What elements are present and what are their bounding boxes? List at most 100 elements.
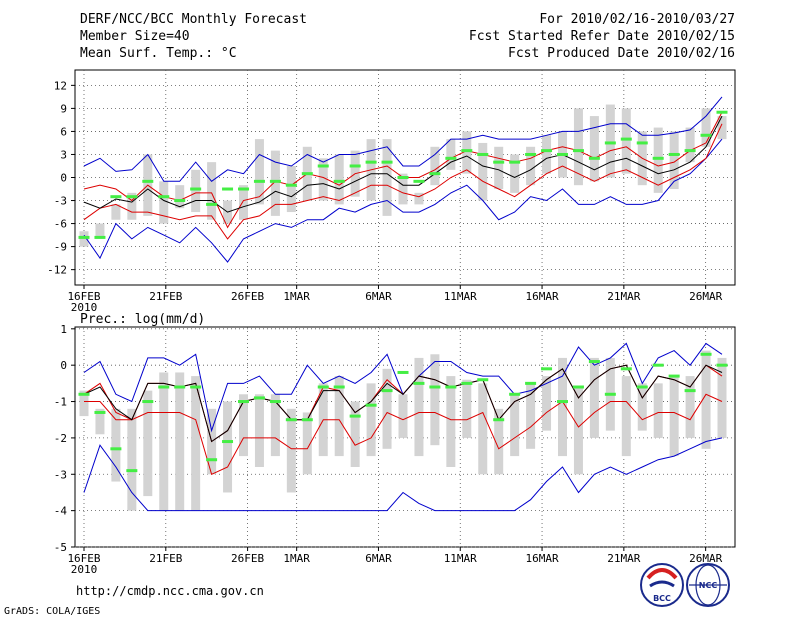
ensemble-box	[669, 131, 679, 190]
x-tick-label: 26MAR	[689, 290, 722, 303]
median-marker	[78, 392, 90, 396]
median-marker	[445, 385, 457, 389]
ensemble-box	[302, 412, 312, 475]
y-tick-label: -6	[54, 218, 67, 231]
median-marker	[461, 149, 473, 153]
median-marker	[94, 235, 106, 239]
ensemble-box	[239, 394, 248, 457]
x-tick-label: 16FEB	[67, 552, 100, 565]
median-marker	[349, 414, 361, 418]
median-marker	[413, 179, 425, 183]
bcc-logo-text: BCC	[653, 594, 671, 603]
median-marker	[572, 385, 584, 389]
y-tick-label: -3	[54, 468, 67, 481]
ensemble-box	[159, 372, 169, 511]
ensemble-box	[653, 383, 663, 438]
median-marker	[142, 179, 154, 183]
ensemble-box	[286, 408, 296, 493]
forecast-period: For 2010/02/16-2010/03/27	[539, 12, 735, 27]
x-tick-label: 21MAR	[607, 290, 640, 303]
median-marker	[461, 381, 473, 385]
ensemble-box	[510, 394, 520, 457]
x-year-label: 2010	[71, 563, 98, 576]
x-tick-label: 1MAR	[283, 290, 310, 303]
max-line	[83, 96, 723, 182]
ensemble-box	[430, 354, 440, 446]
ensemble-box	[159, 181, 169, 224]
source-url[interactable]: http://cmdp.ncc.cma.gov.cn	[76, 584, 264, 598]
median-marker	[493, 160, 505, 164]
median-marker	[317, 385, 329, 389]
ensemble-box	[127, 192, 137, 220]
grads-credit: GrADS: COLA/IGES	[4, 606, 100, 617]
ensemble-box	[334, 154, 344, 205]
x-tick-label: 21FEB	[149, 552, 182, 565]
median-marker	[541, 149, 553, 153]
ensemble-box	[685, 127, 695, 163]
median-marker	[174, 199, 186, 203]
median-marker	[142, 400, 154, 404]
x-tick-label: 11MAR	[444, 552, 477, 565]
median-marker	[716, 363, 728, 367]
ensemble-box	[430, 146, 440, 186]
ensemble-box	[621, 376, 631, 457]
ensemble-box	[270, 150, 280, 216]
y-tick-label: -1	[54, 396, 67, 409]
y-tick-label: 6	[60, 125, 67, 138]
temperature-panel: -12 -9 -6 -3 0 3 6 9 12 16FEB 21FEB 26FEB 1MAR 6MAR 11…	[47, 69, 736, 314]
median-marker	[684, 149, 696, 153]
median-marker	[222, 187, 234, 191]
median-marker	[253, 396, 265, 400]
median-marker	[365, 403, 377, 407]
y-tick-label: -4	[54, 505, 68, 518]
median-marker	[477, 378, 489, 382]
median-marker	[94, 410, 106, 414]
median-marker	[349, 164, 361, 168]
x-tick-label: 16FEB	[67, 290, 100, 303]
median-marker	[509, 160, 521, 164]
ensemble-box	[414, 357, 424, 457]
median-marker	[445, 156, 457, 160]
median-marker	[509, 392, 521, 396]
bcc-logo: BCC	[640, 563, 684, 607]
median-marker	[110, 447, 122, 451]
median-marker	[190, 385, 202, 389]
y-tick-label: -2	[54, 432, 67, 445]
ensemble-box	[286, 165, 296, 213]
ensemble-box	[191, 169, 201, 213]
median-marker	[636, 385, 648, 389]
median-marker	[541, 367, 553, 371]
ensemble-box	[382, 368, 392, 449]
median-marker	[174, 385, 186, 389]
ensemble-box	[398, 173, 408, 205]
ensemble-box	[382, 139, 392, 216]
median-marker	[158, 385, 170, 389]
ensemble-box	[446, 139, 456, 170]
forecast-produced-date: Fcst Produced Date 2010/02/16	[508, 46, 735, 61]
y-tick-label: 0	[60, 359, 67, 372]
y-tick-label: 1	[60, 323, 67, 336]
median-marker	[110, 195, 122, 199]
median-marker	[525, 381, 537, 385]
ensemble-box	[79, 231, 89, 247]
ensemble-mean-line	[83, 115, 723, 213]
ensemble-box	[605, 104, 615, 178]
ensemble-box	[510, 154, 520, 193]
median-marker	[397, 370, 409, 374]
median-marker	[333, 179, 345, 183]
variable-label: Mean Surf. Temp.: °C	[80, 46, 237, 61]
ensemble-box	[270, 394, 280, 457]
median-marker	[525, 152, 537, 156]
median-marker	[381, 160, 393, 164]
min-line	[83, 138, 723, 263]
y-tick-label: -12	[47, 264, 67, 277]
median-marker	[477, 152, 489, 156]
ensemble-box	[254, 394, 264, 467]
x-tick-label: 26FEB	[231, 552, 264, 565]
min-line	[83, 437, 723, 512]
median-marker	[381, 389, 393, 393]
median-marker	[668, 374, 680, 378]
ensemble-box	[462, 131, 472, 174]
ncc-logo-text: NCC	[699, 581, 718, 590]
